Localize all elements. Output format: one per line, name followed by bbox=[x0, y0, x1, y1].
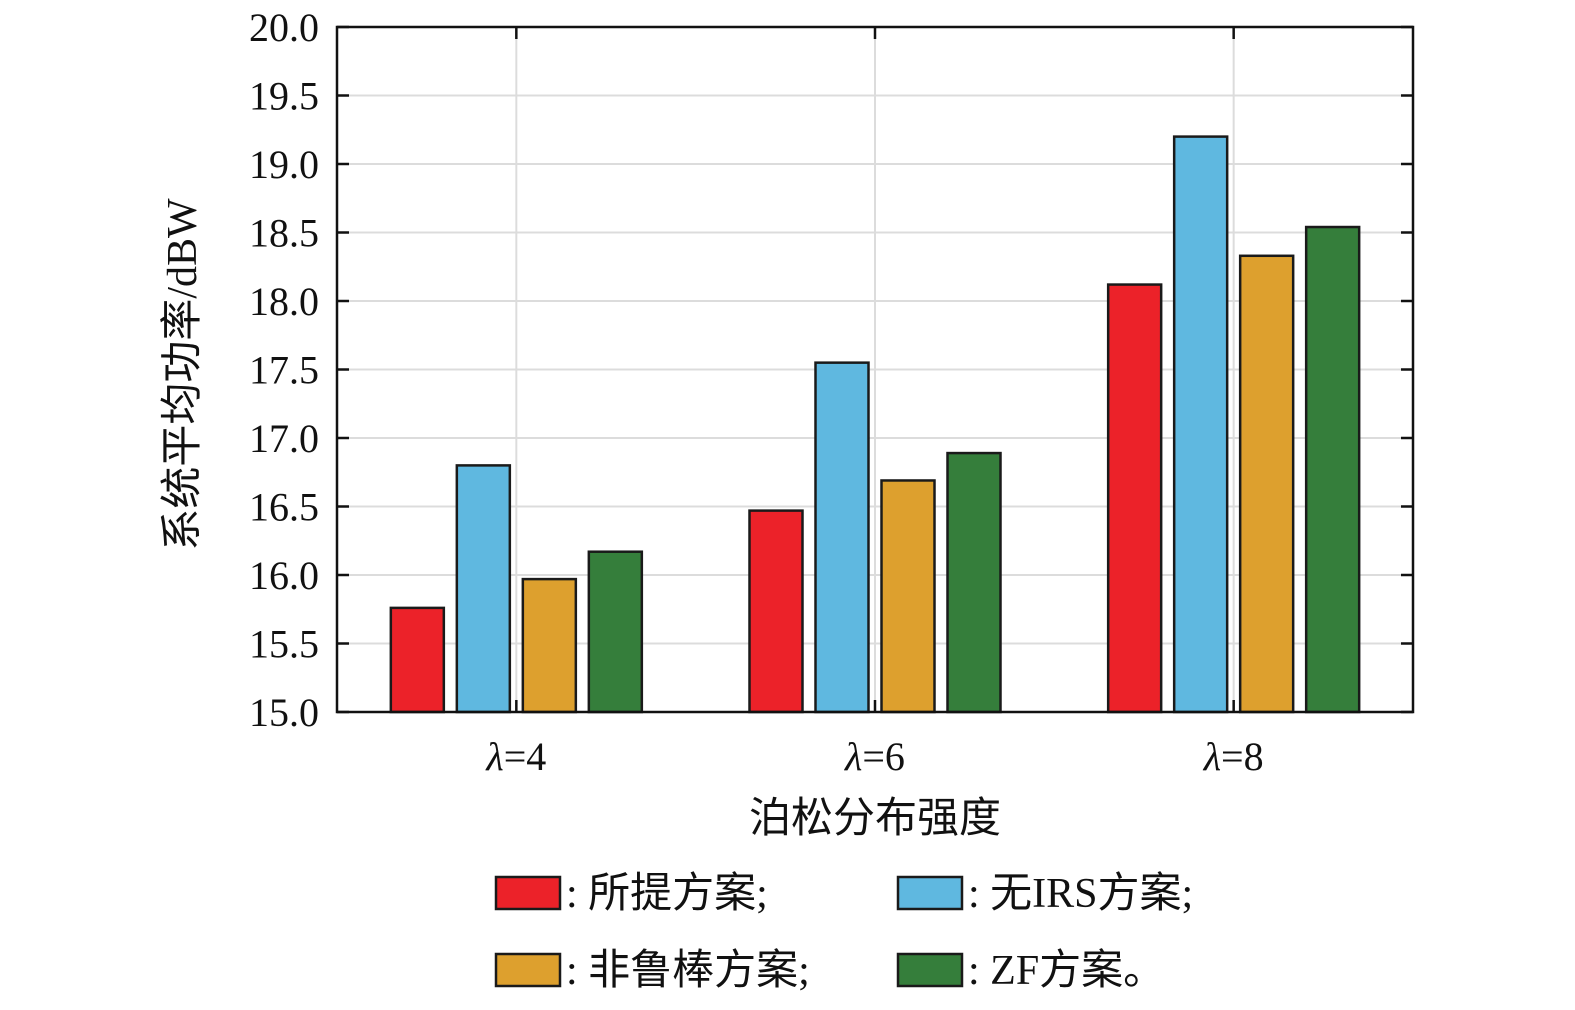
legend-item-2: : 非鲁棒方案; bbox=[494, 947, 810, 994]
legend-item-0: : 所提方案; bbox=[494, 870, 768, 917]
bar-series1-cat1 bbox=[814, 361, 870, 714]
bar-series1-cat2 bbox=[1172, 135, 1229, 714]
bar-series3-cat2 bbox=[1304, 225, 1361, 714]
legend-item-3: : ZF方案。 bbox=[896, 947, 1165, 994]
y-tick-label: 16.5 bbox=[249, 485, 319, 530]
x-category-label: λ=8 bbox=[1203, 734, 1264, 779]
x-category-label: λ=6 bbox=[844, 734, 905, 779]
x-axis-title: 泊松分布强度 bbox=[749, 796, 1001, 842]
legend-label: : ZF方案。 bbox=[968, 947, 1165, 994]
bar-series2-cat0 bbox=[521, 577, 578, 714]
bars bbox=[389, 135, 1361, 714]
legend-swatch bbox=[896, 952, 964, 988]
y-tick-label: 19.5 bbox=[249, 74, 319, 119]
y-tick-label: 15.0 bbox=[249, 690, 319, 735]
legend-label: : 非鲁棒方案; bbox=[566, 947, 810, 994]
y-tick-label: 18.0 bbox=[249, 279, 319, 324]
y-tick-label: 19.0 bbox=[249, 142, 319, 187]
legend-label: : 所提方案; bbox=[566, 870, 768, 917]
y-tick-label: 20.0 bbox=[249, 5, 319, 50]
bar-series0-cat2 bbox=[1106, 283, 1163, 714]
y-tick-label: 18.5 bbox=[249, 211, 319, 256]
legend-swatch bbox=[896, 875, 964, 911]
y-tick-label: 17.5 bbox=[249, 348, 319, 393]
bar-series3-cat1 bbox=[946, 451, 1002, 714]
legend-label: : 无IRS方案; bbox=[968, 870, 1193, 917]
x-category-label: λ=4 bbox=[485, 734, 546, 779]
y-tick-label: 15.5 bbox=[249, 622, 319, 667]
bar-series0-cat1 bbox=[748, 509, 804, 714]
legend-item-1: : 无IRS方案; bbox=[896, 870, 1193, 917]
bar-series2-cat2 bbox=[1238, 254, 1295, 714]
bar-series1-cat0 bbox=[455, 464, 512, 714]
y-tick-label: 16.0 bbox=[249, 553, 319, 598]
legend-swatch bbox=[494, 952, 562, 988]
bar-series3-cat0 bbox=[587, 550, 644, 714]
bar-series0-cat0 bbox=[389, 606, 446, 714]
legend-swatch bbox=[494, 875, 562, 911]
y-axis-title: 系统平均功率/dBW bbox=[159, 198, 206, 551]
legend: : 所提方案; : 无IRS方案; : 非鲁棒方案; : ZF方案。 bbox=[494, 870, 1193, 994]
axis-ticks bbox=[337, 25, 1413, 714]
y-tick-label: 17.0 bbox=[249, 416, 319, 461]
bar-series2-cat1 bbox=[880, 479, 936, 714]
y-tick-labels: 15.0 15.5 16.0 16.5 17.0 17.5 18.0 18.5 19.0 19.5… bbox=[249, 5, 319, 735]
x-category-labels: λ=4 λ=6 λ=8 bbox=[485, 734, 1263, 779]
